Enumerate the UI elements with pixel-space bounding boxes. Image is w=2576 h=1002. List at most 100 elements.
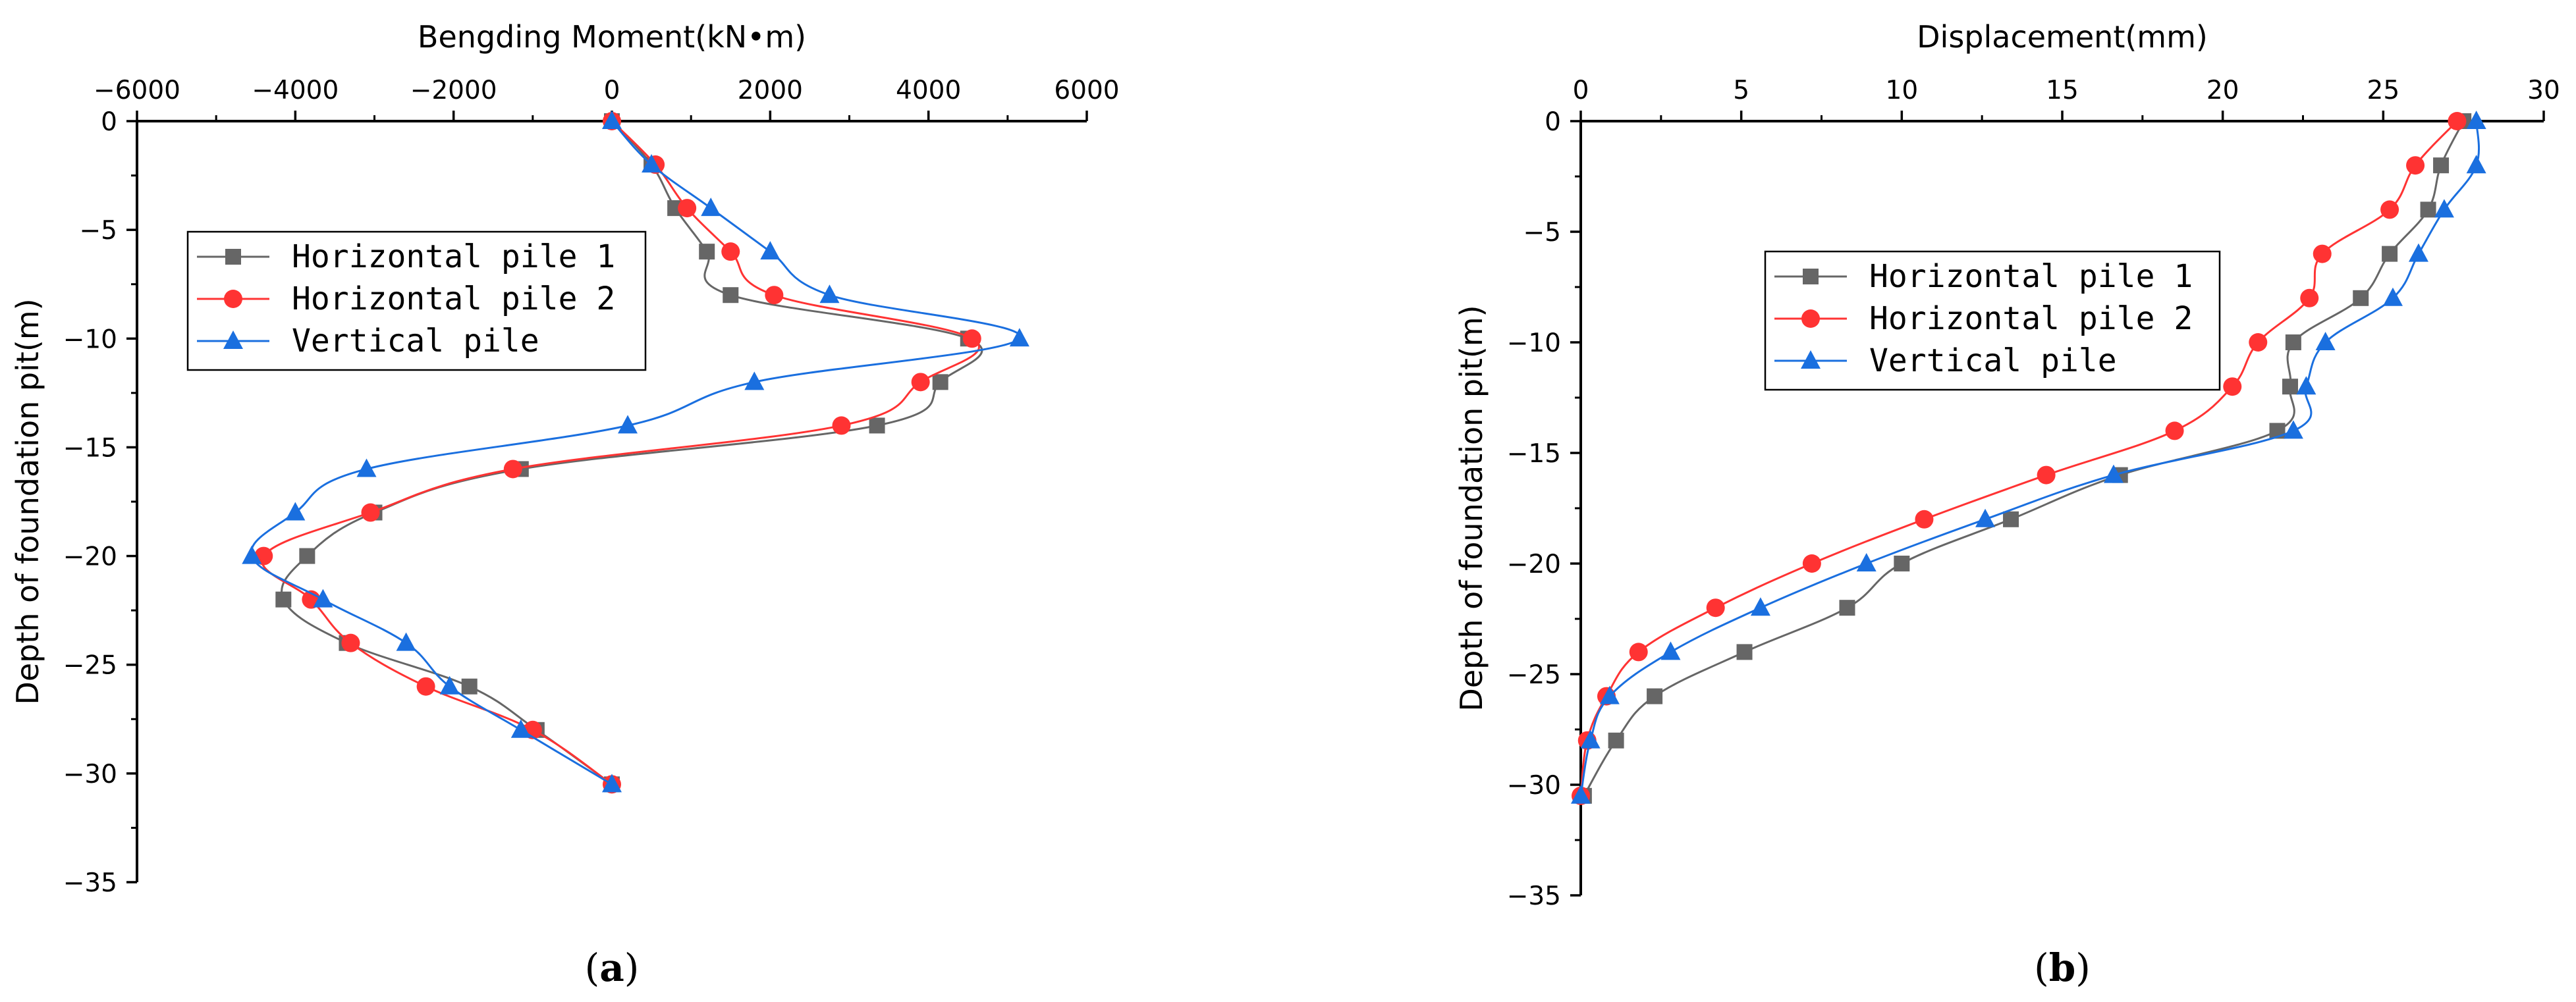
data-point [2313,244,2332,263]
x-tick-label: 6000 [1054,76,1119,105]
data-point [1571,785,1591,804]
legend-marker [1803,269,1819,284]
legend-label: Horizontal pile 1 [1869,258,2193,295]
legend-label: Horizontal pile 2 [292,280,615,317]
data-point [819,284,840,303]
y-tick-label: 0 [1545,107,1561,137]
data-point [721,242,740,261]
y-tick-label: −35 [63,868,117,898]
data-point [1736,644,1753,660]
data-point [2466,111,2486,129]
data-point [760,241,781,260]
data-point [602,774,622,793]
y-tick-label: −30 [63,760,117,789]
series-horizontal-pile-1 [1576,113,2472,804]
data-point [313,589,333,608]
data-point [2249,333,2268,352]
y-tick-label: −20 [63,542,117,572]
x-axis-title: Displacement(mm) [1917,19,2208,55]
data-point [1608,732,1624,749]
data-point [461,678,478,695]
data-point [1580,729,1601,749]
data-point [1706,598,1725,618]
y-tick-label: −30 [1507,771,1561,801]
y-tick-label: −10 [1507,329,1561,358]
y-tick-label: −15 [1507,439,1561,469]
data-point [723,287,739,303]
data-point [701,198,721,217]
legend-label: Horizontal pile 2 [1869,300,2193,337]
data-point [2003,511,2019,527]
x-tick-label: 5 [1733,76,1749,105]
series-vertical-pile [1571,111,2486,804]
data-point [1802,554,1821,573]
data-point [2448,112,2467,130]
x-tick-label: −2000 [410,76,497,105]
x-tick-label: 30 [2527,76,2560,105]
data-point [2165,421,2184,440]
data-point [1856,553,1877,571]
data-point [2296,376,2316,395]
panel-label-letter: b [2049,945,2076,990]
legend-marker [1801,309,1820,328]
chart-panel-b: 0 5 10 15 20 25 30 0 −5 −10 −15 −20 −25 −30 −35 Displac… [1454,19,2560,990]
data-point [2380,200,2399,219]
legend-label: Vertical pile [1869,342,2117,379]
data-point [618,415,638,434]
panel-label-open: ( [585,945,600,990]
data-point [2103,464,2124,483]
data-point [1750,597,1770,616]
data-point [1629,643,1648,662]
data-point [642,154,662,173]
data-point [962,329,981,348]
legend: Horizontal pile 1 Horizontal pile 2 Vertic… [1764,250,2221,391]
data-point [2282,379,2299,395]
y-axis-title: Depth of foundation pit(m) [1454,305,1489,711]
y-axis-title: Depth of foundation pit(m) [10,298,45,704]
panel-label: (b) [2034,945,2091,990]
data-point [932,374,948,390]
x-tick-label: 0 [604,76,620,105]
data-point [2382,246,2398,262]
chart-panel-a: −6000 −4000 −2000 0 2000 4000 6000 0 −5 −10 −15 −20… [10,19,1120,990]
series-horizontal-pile-2 [254,112,981,794]
y-tick-label: −20 [1507,550,1561,579]
data-point [285,502,306,521]
data-point [744,371,765,390]
legend-label: Vertical pile [292,323,539,359]
data-point [1915,510,1934,529]
series-vertical-pile [242,111,1029,793]
y-tick-label: −10 [63,325,117,354]
x-tick-label: 2000 [738,76,803,105]
legend-marker [225,249,241,265]
data-point [1009,328,1029,347]
y-tick-label: −25 [63,651,117,681]
data-point [2283,420,2303,439]
data-point [832,416,851,435]
panel-label-letter: a [599,945,624,990]
data-point [356,458,377,477]
data-point [341,633,360,652]
data-point [1599,685,1620,704]
data-point [242,545,262,564]
data-point [2466,155,2486,174]
data-point [510,719,531,738]
series-line [1579,120,2480,797]
y-tick-label: −5 [80,216,118,246]
data-point [2315,332,2336,350]
x-tick-label: −6000 [94,76,180,105]
data-point [1975,508,1996,527]
data-point [2037,465,2056,485]
y-tick-label: 0 [101,107,117,137]
x-tick-label: 0 [1573,76,1589,105]
series-line [261,120,980,785]
data-point [2434,199,2454,218]
series-line [281,120,983,785]
data-point [1660,641,1681,660]
data-point [1894,556,1910,571]
x-tick-label: 20 [2206,76,2239,105]
data-point [1647,688,1663,704]
data-point [2406,156,2425,175]
legend-marker [223,330,243,349]
panel-label-open: ( [2034,945,2049,990]
